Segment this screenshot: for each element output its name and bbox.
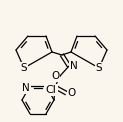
Text: S: S xyxy=(96,63,102,73)
Text: N: N xyxy=(22,83,30,93)
Text: O: O xyxy=(68,88,76,98)
Text: Cl: Cl xyxy=(46,85,56,95)
Text: N: N xyxy=(70,61,78,71)
Text: S: S xyxy=(21,63,27,73)
Text: O: O xyxy=(51,71,59,81)
